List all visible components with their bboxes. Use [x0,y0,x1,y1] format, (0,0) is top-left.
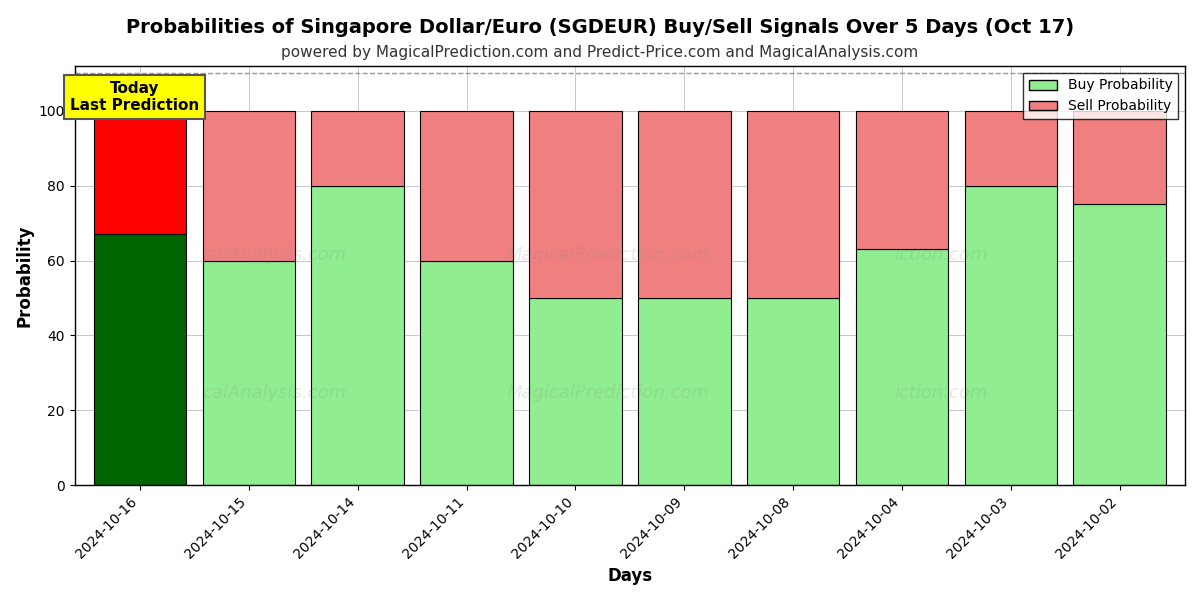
Text: MagicalPrediction.com: MagicalPrediction.com [506,384,709,402]
Text: Probabilities of Singapore Dollar/Euro (SGDEUR) Buy/Sell Signals Over 5 Days (Oc: Probabilities of Singapore Dollar/Euro (… [126,18,1074,37]
Bar [965,186,1057,485]
Bar [203,260,295,485]
Text: calAnalysis.com: calAnalysis.com [203,384,347,402]
Bar [420,111,512,260]
Bar [312,111,404,186]
Bar [420,260,512,485]
Bar [529,298,622,485]
Bar [746,298,839,485]
Bar [94,235,186,485]
Bar [856,111,948,250]
Bar [529,111,622,298]
Bar [965,111,1057,186]
Y-axis label: Probability: Probability [16,224,34,327]
Bar [1074,205,1166,485]
Bar [1074,111,1166,205]
Text: iction.com: iction.com [894,245,988,263]
Bar [856,250,948,485]
Legend: Buy Probability, Sell Probability: Buy Probability, Sell Probability [1024,73,1178,119]
Text: iction.com: iction.com [894,384,988,402]
Text: powered by MagicalPrediction.com and Predict-Price.com and MagicalAnalysis.com: powered by MagicalPrediction.com and Pre… [281,45,919,60]
Text: calAnalysis.com: calAnalysis.com [203,245,347,263]
X-axis label: Days: Days [607,567,653,585]
Bar [203,111,295,260]
Bar [638,298,731,485]
Text: Today
Last Prediction: Today Last Prediction [70,81,199,113]
Text: MagicalPrediction.com: MagicalPrediction.com [506,245,709,263]
Bar [746,111,839,298]
Bar [638,111,731,298]
Bar [312,186,404,485]
Bar [94,111,186,235]
